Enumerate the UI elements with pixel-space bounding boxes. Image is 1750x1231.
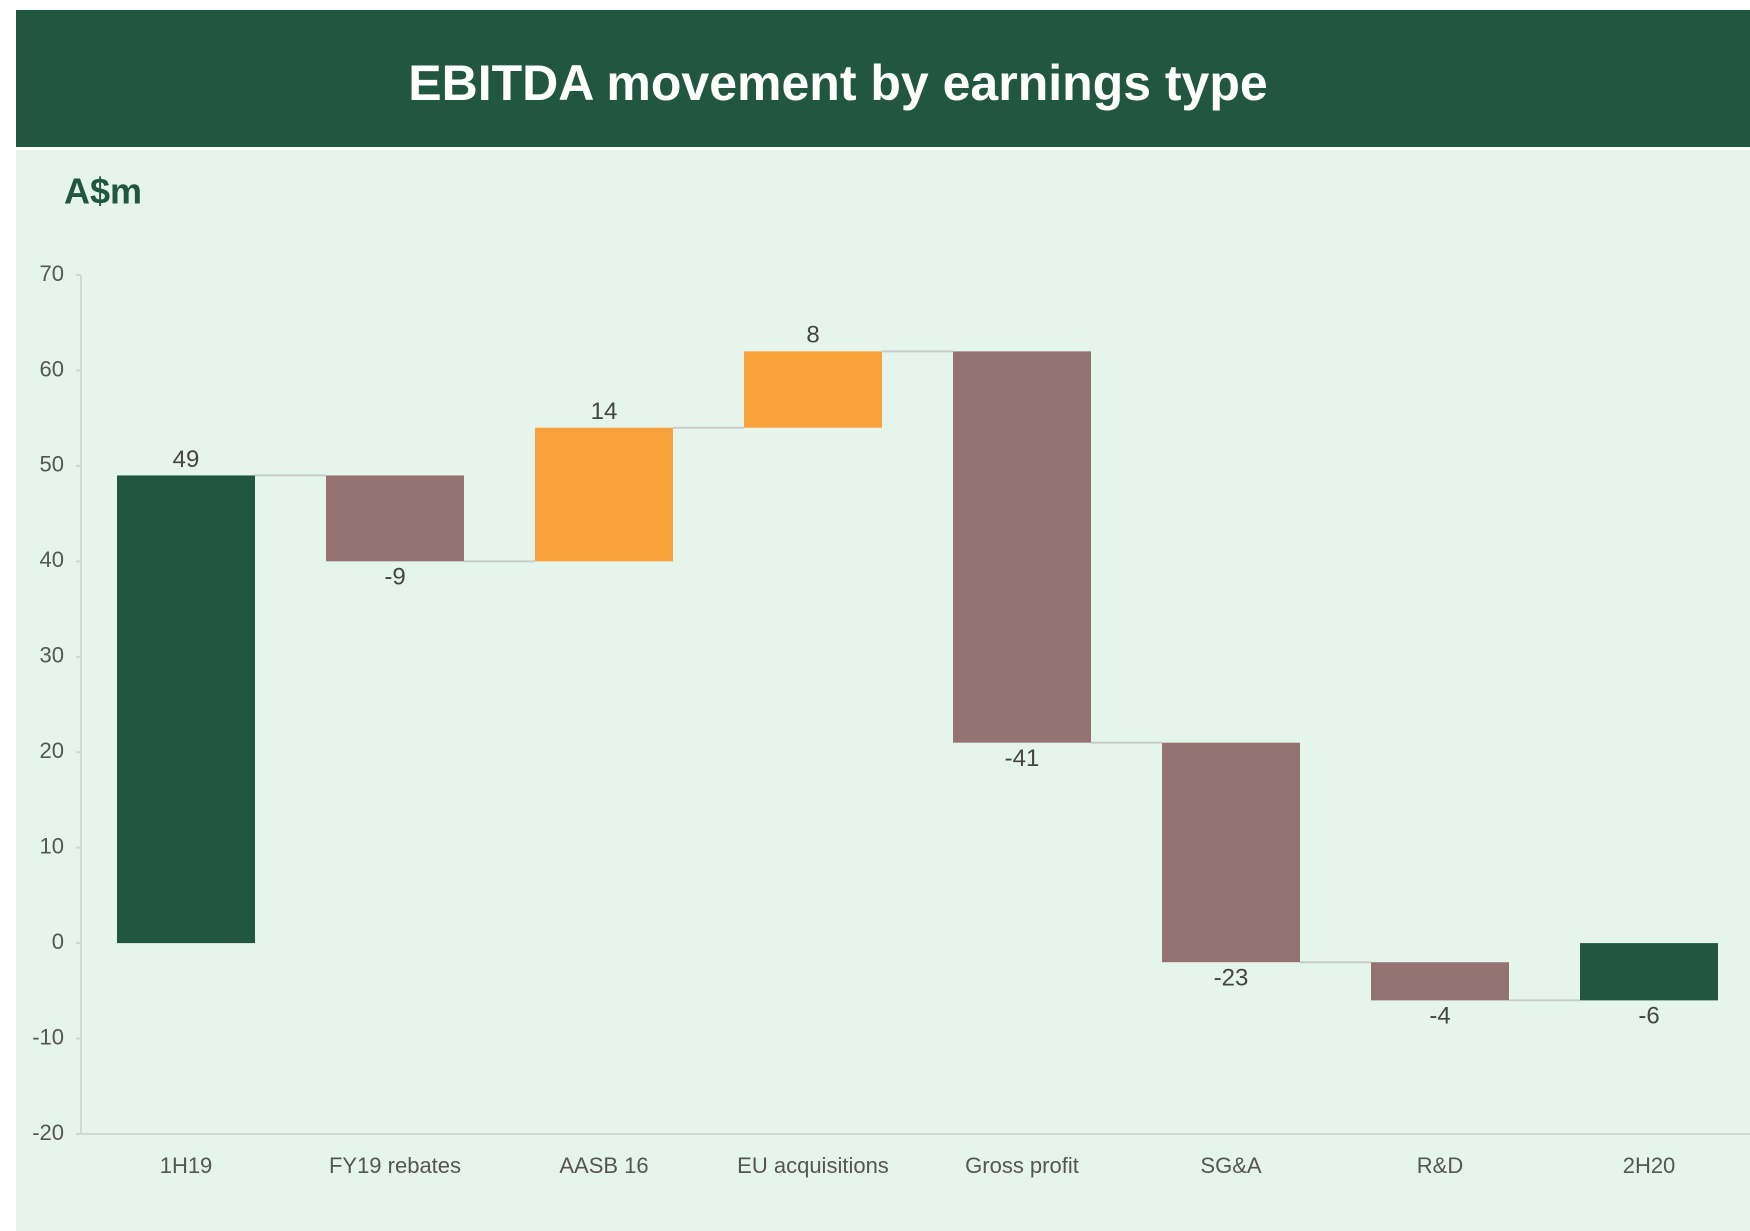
x-tick-label: R&D bbox=[1417, 1153, 1463, 1178]
bar bbox=[326, 475, 464, 562]
value-label: -9 bbox=[384, 564, 405, 591]
x-tick-label: 1H19 bbox=[160, 1153, 213, 1178]
y-tick-label: -10 bbox=[32, 1024, 64, 1049]
x-tick-label: 2H20 bbox=[1623, 1153, 1676, 1178]
y-tick-label: -20 bbox=[32, 1120, 64, 1145]
plot-background bbox=[16, 150, 1750, 1231]
value-label: 8 bbox=[806, 322, 819, 349]
y-tick-label: 30 bbox=[40, 643, 64, 668]
bar bbox=[744, 351, 882, 428]
y-axis-label: A$m bbox=[64, 171, 142, 212]
x-tick-label: AASB 16 bbox=[559, 1153, 648, 1178]
y-tick-label: 60 bbox=[40, 356, 64, 381]
bar bbox=[1371, 962, 1509, 1001]
x-tick-label: Gross profit bbox=[965, 1153, 1079, 1178]
bar bbox=[1580, 943, 1718, 1001]
value-label: 14 bbox=[591, 398, 618, 425]
y-tick-label: 70 bbox=[40, 261, 64, 286]
chart-title: EBITDA movement by earnings type bbox=[408, 55, 1267, 111]
value-label: -4 bbox=[1429, 1003, 1450, 1030]
y-tick-label: 10 bbox=[40, 833, 64, 858]
bar bbox=[953, 351, 1091, 743]
value-label: -6 bbox=[1638, 1003, 1659, 1030]
bar bbox=[117, 475, 255, 944]
x-tick-label: FY19 rebates bbox=[329, 1153, 461, 1178]
y-tick-label: 20 bbox=[40, 738, 64, 763]
y-tick-label: 50 bbox=[40, 452, 64, 477]
bar bbox=[1162, 742, 1300, 963]
value-label: -23 bbox=[1214, 965, 1249, 992]
bar bbox=[535, 427, 673, 562]
value-label: -41 bbox=[1005, 745, 1040, 772]
header-band bbox=[16, 10, 1750, 147]
value-label: 49 bbox=[173, 446, 200, 473]
y-tick-label: 40 bbox=[40, 547, 64, 572]
x-tick-label: EU acquisitions bbox=[737, 1153, 889, 1178]
x-tick-label: SG&A bbox=[1200, 1153, 1261, 1178]
y-tick-label: 0 bbox=[52, 929, 64, 954]
